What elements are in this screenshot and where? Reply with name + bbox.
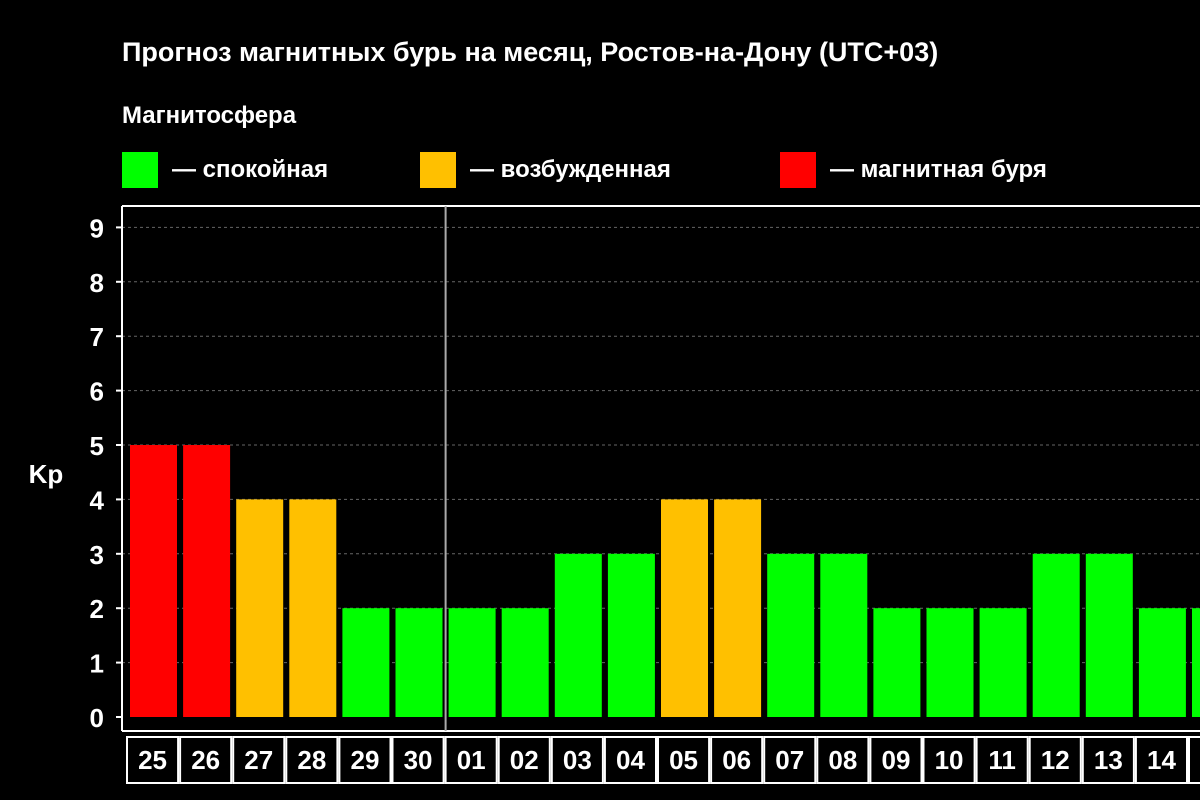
- y-tick-label: 3: [90, 540, 104, 570]
- bar-10: [926, 608, 974, 717]
- x-tick-label: 28: [297, 745, 326, 775]
- chart-subtitle: Магнитосфера: [122, 102, 297, 129]
- bar-09: [873, 608, 921, 717]
- bar-13: [1085, 553, 1133, 717]
- legend-item-storm: — магнитная буря: [780, 152, 1047, 188]
- x-label-box: [179, 736, 233, 784]
- x-tick-label: 30: [404, 745, 433, 775]
- bar-06: [714, 499, 762, 717]
- legend-label-excited: — возбужденная: [470, 156, 671, 183]
- x-label-box: [126, 736, 180, 784]
- x-tick-label: 09: [881, 745, 910, 775]
- bar-14: [1138, 608, 1186, 717]
- x-tick-label: 08: [828, 745, 857, 775]
- y-tick-label: 4: [90, 485, 105, 515]
- y-tick-label: 5: [90, 431, 104, 461]
- x-label-box: [1188, 736, 1200, 784]
- bar-02: [501, 608, 549, 717]
- y-tick-label: 6: [90, 377, 104, 407]
- y-tick-label: 1: [90, 649, 104, 679]
- x-tick-label: 13: [1094, 745, 1123, 775]
- x-label-box: [1081, 736, 1135, 784]
- x-label-box: [603, 736, 658, 784]
- x-tick-label: 05: [669, 745, 698, 775]
- bar-30: [395, 608, 443, 717]
- x-tick-label: 07: [775, 745, 804, 775]
- x-label-box: [657, 736, 711, 784]
- x-tick-label: 01: [457, 745, 486, 775]
- x-tick-label: 29: [350, 745, 379, 775]
- legend-item-excited: — возбужденная: [420, 152, 671, 188]
- x-tick-label: 25: [138, 745, 167, 775]
- x-tick-label: 03: [563, 745, 592, 775]
- y-tick-label: 7: [90, 322, 104, 352]
- bar-12: [1032, 553, 1080, 717]
- legend-label-calm: — спокойная: [172, 156, 329, 183]
- x-label-box: [975, 736, 1029, 784]
- x-label-box: [232, 736, 286, 784]
- bar-04: [607, 553, 655, 717]
- x-tick-label: 27: [244, 745, 273, 775]
- x-tick-label: 04: [616, 745, 645, 775]
- bar-01: [448, 608, 496, 717]
- bar-15: [1192, 608, 1200, 717]
- bar-11: [979, 608, 1027, 717]
- y-tick-label: 0: [90, 703, 104, 733]
- x-label-box: [1134, 736, 1189, 784]
- legend-label-storm: — магнитная буря: [830, 156, 1047, 183]
- x-label-box: [550, 736, 604, 784]
- x-tick-label: 10: [935, 745, 964, 775]
- bar-03: [554, 553, 602, 717]
- bar-26: [183, 445, 231, 717]
- x-label-box: [763, 736, 817, 784]
- bar-27: [236, 499, 284, 717]
- bar-25: [130, 445, 177, 717]
- legend-swatch-excited: [420, 152, 456, 188]
- y-tick-label: 2: [90, 594, 104, 624]
- x-label-box: [391, 736, 445, 784]
- x-tick-label: 12: [1041, 745, 1070, 775]
- x-tick-label: 14: [1147, 745, 1176, 775]
- x-label-box: [710, 736, 764, 784]
- x-label-box: [869, 736, 923, 784]
- y-tick-label: 8: [90, 268, 104, 298]
- x-label-box: [444, 736, 498, 784]
- bar-07: [767, 553, 815, 717]
- x-label-box: [922, 736, 976, 784]
- chart-title: Прогноз магнитных бурь на месяц, Ростов-…: [122, 37, 939, 67]
- x-tick-label: 26: [191, 745, 220, 775]
- x-label-box: [497, 736, 551, 784]
- bar-29: [342, 608, 390, 717]
- x-tick-label: 11: [988, 745, 1016, 775]
- x-label-box: [285, 736, 339, 784]
- y-tick-label: 9: [90, 213, 104, 243]
- legend-swatch-storm: [780, 152, 816, 188]
- legend-item-calm: — спокойная: [122, 152, 328, 188]
- bar-05: [661, 499, 708, 717]
- x-tick-label: 06: [722, 745, 751, 775]
- x-tick-label: 02: [510, 745, 539, 775]
- legend-swatch-calm: [122, 152, 158, 188]
- bar-28: [289, 499, 337, 717]
- bar-08: [820, 553, 868, 717]
- x-label-box: [1028, 736, 1082, 784]
- x-label-box: [338, 736, 392, 784]
- y-axis-label: Kp: [29, 459, 64, 489]
- x-label-box: [816, 736, 870, 784]
